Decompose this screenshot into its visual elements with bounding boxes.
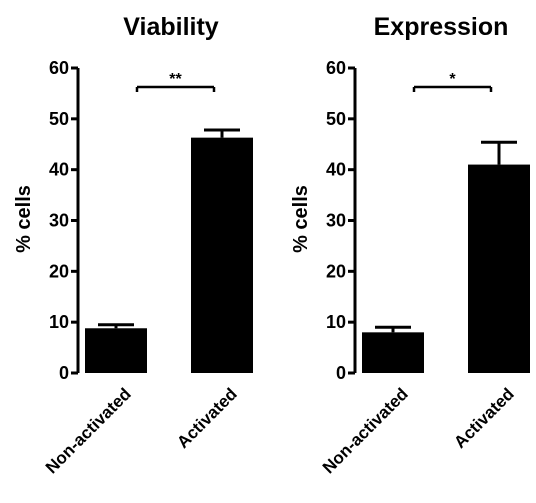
- chart-title: Viability: [123, 13, 219, 41]
- x-tick-label: Activated: [450, 384, 518, 452]
- chart-expression: Expression % cells 0 10 20 30 40 50 60 Non-acti…: [290, 13, 530, 477]
- significance-label: **: [169, 71, 182, 88]
- y-tick-label: 50: [49, 109, 69, 129]
- bar: [362, 332, 424, 373]
- y-tick-label: 10: [326, 312, 346, 332]
- y-tick-label: 50: [326, 109, 346, 129]
- chart-viability: Viability % cells 0 10 20 30 40 50 60 Non-activ…: [13, 13, 253, 477]
- plot-area: 0 10 20 30 40 50 60 Non-activated Activated **: [42, 58, 253, 477]
- y-axis-label: % cells: [13, 185, 35, 253]
- y-axis-label: % cells: [290, 185, 312, 253]
- y-tick-label: 0: [336, 363, 346, 383]
- bar: [468, 164, 530, 373]
- chart-title: Expression: [374, 13, 509, 41]
- y-tick-label: 30: [326, 211, 346, 231]
- y-tick-label: 60: [326, 58, 346, 78]
- plot-area: 0 10 20 30 40 50 60 Non-activated Activated *: [319, 58, 530, 477]
- y-tick-label: 30: [49, 211, 69, 231]
- x-tick-label: Activated: [173, 384, 241, 452]
- y-tick-label: 40: [49, 160, 69, 180]
- y-tick-label: 0: [59, 363, 69, 383]
- y-tick-label: 10: [49, 312, 69, 332]
- y-tick-label: 60: [49, 58, 69, 78]
- y-tick-label: 20: [49, 261, 69, 281]
- y-tick-label: 20: [326, 261, 346, 281]
- bar: [191, 137, 253, 373]
- x-tick-label: Non-activated: [319, 384, 412, 477]
- significance-label: *: [449, 71, 456, 88]
- x-tick-label: Non-activated: [42, 384, 135, 477]
- bar: [85, 328, 147, 373]
- y-tick-label: 40: [326, 160, 346, 180]
